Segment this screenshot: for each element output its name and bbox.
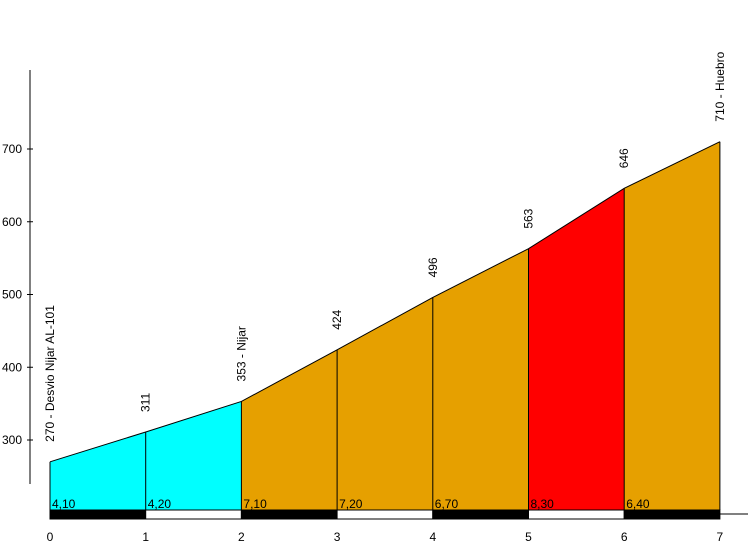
profile-segment-2 — [145, 401, 242, 510]
elevation-label-8: 710 - Huebro — [713, 51, 727, 121]
gradient-label-5: 6,70 — [435, 497, 459, 511]
y-tick-label-300: 300 — [2, 433, 22, 447]
profile-segment-6 — [528, 188, 625, 510]
labels-layer: 0 1 2 3 4 5 6 7 4,10 4,20 7,10 7,20 6,70 8,30 6,40 270 … — [43, 51, 727, 544]
y-tick-label-400: 400 — [2, 360, 22, 374]
scale-bar-block-1 — [49, 509, 147, 520]
profile-segment-4 — [337, 297, 433, 510]
scale-bar-block-4 — [336, 509, 434, 520]
x-tick-label-4: 4 — [429, 530, 436, 544]
y-tick-label-700: 700 — [2, 142, 22, 156]
scale-bar-block-5 — [432, 509, 529, 520]
elevation-label-2: 311 — [139, 393, 153, 412]
dividers-layer — [49, 141, 721, 510]
scale-bar-block-3 — [240, 509, 338, 520]
gradient-label-2: 4,20 — [148, 497, 172, 511]
gradient-label-1: 4,10 — [52, 497, 76, 511]
x-tick-label-2: 2 — [238, 530, 245, 544]
elevation-label-4: 424 — [330, 309, 344, 329]
elevation-label-3: 353 - Nijar — [234, 326, 248, 381]
x-tick-label-0: 0 — [47, 530, 54, 544]
x-tick-label-3: 3 — [334, 530, 341, 544]
segments-layer — [50, 141, 720, 511]
scale-bar-block-7 — [623, 509, 721, 520]
gradient-label-3: 7,10 — [243, 497, 267, 511]
profile-segment-1 — [50, 431, 146, 510]
elevation-label-6: 563 — [522, 208, 536, 228]
profile-segment-7 — [624, 141, 720, 510]
gradient-label-7: 6,40 — [626, 497, 650, 511]
distance-scale-bar — [49, 509, 748, 520]
profile-segment-5 — [432, 248, 529, 511]
scale-bar-block-2 — [145, 509, 242, 520]
profile-segment-3 — [241, 349, 338, 510]
gradient-label-4: 7,20 — [339, 497, 363, 511]
elevation-label-1: 270 - Desvio Nijar AL-101 — [43, 305, 57, 442]
scale-bar-block-6 — [528, 509, 625, 520]
gradient-label-6: 8,30 — [531, 497, 555, 511]
x-tick-label-5: 5 — [525, 530, 532, 544]
x-tick-label-7: 7 — [717, 530, 724, 544]
y-tick-label-600: 600 — [2, 215, 22, 229]
elevation-label-7: 646 — [617, 148, 631, 168]
x-tick-label-6: 6 — [621, 530, 628, 544]
y-axis: 300 400 500 600 700 — [2, 70, 33, 484]
profile-outline — [49, 141, 721, 463]
elevation-label-5: 496 — [426, 257, 440, 277]
x-tick-label-1: 1 — [142, 530, 149, 544]
y-tick-label-500: 500 — [2, 288, 22, 302]
